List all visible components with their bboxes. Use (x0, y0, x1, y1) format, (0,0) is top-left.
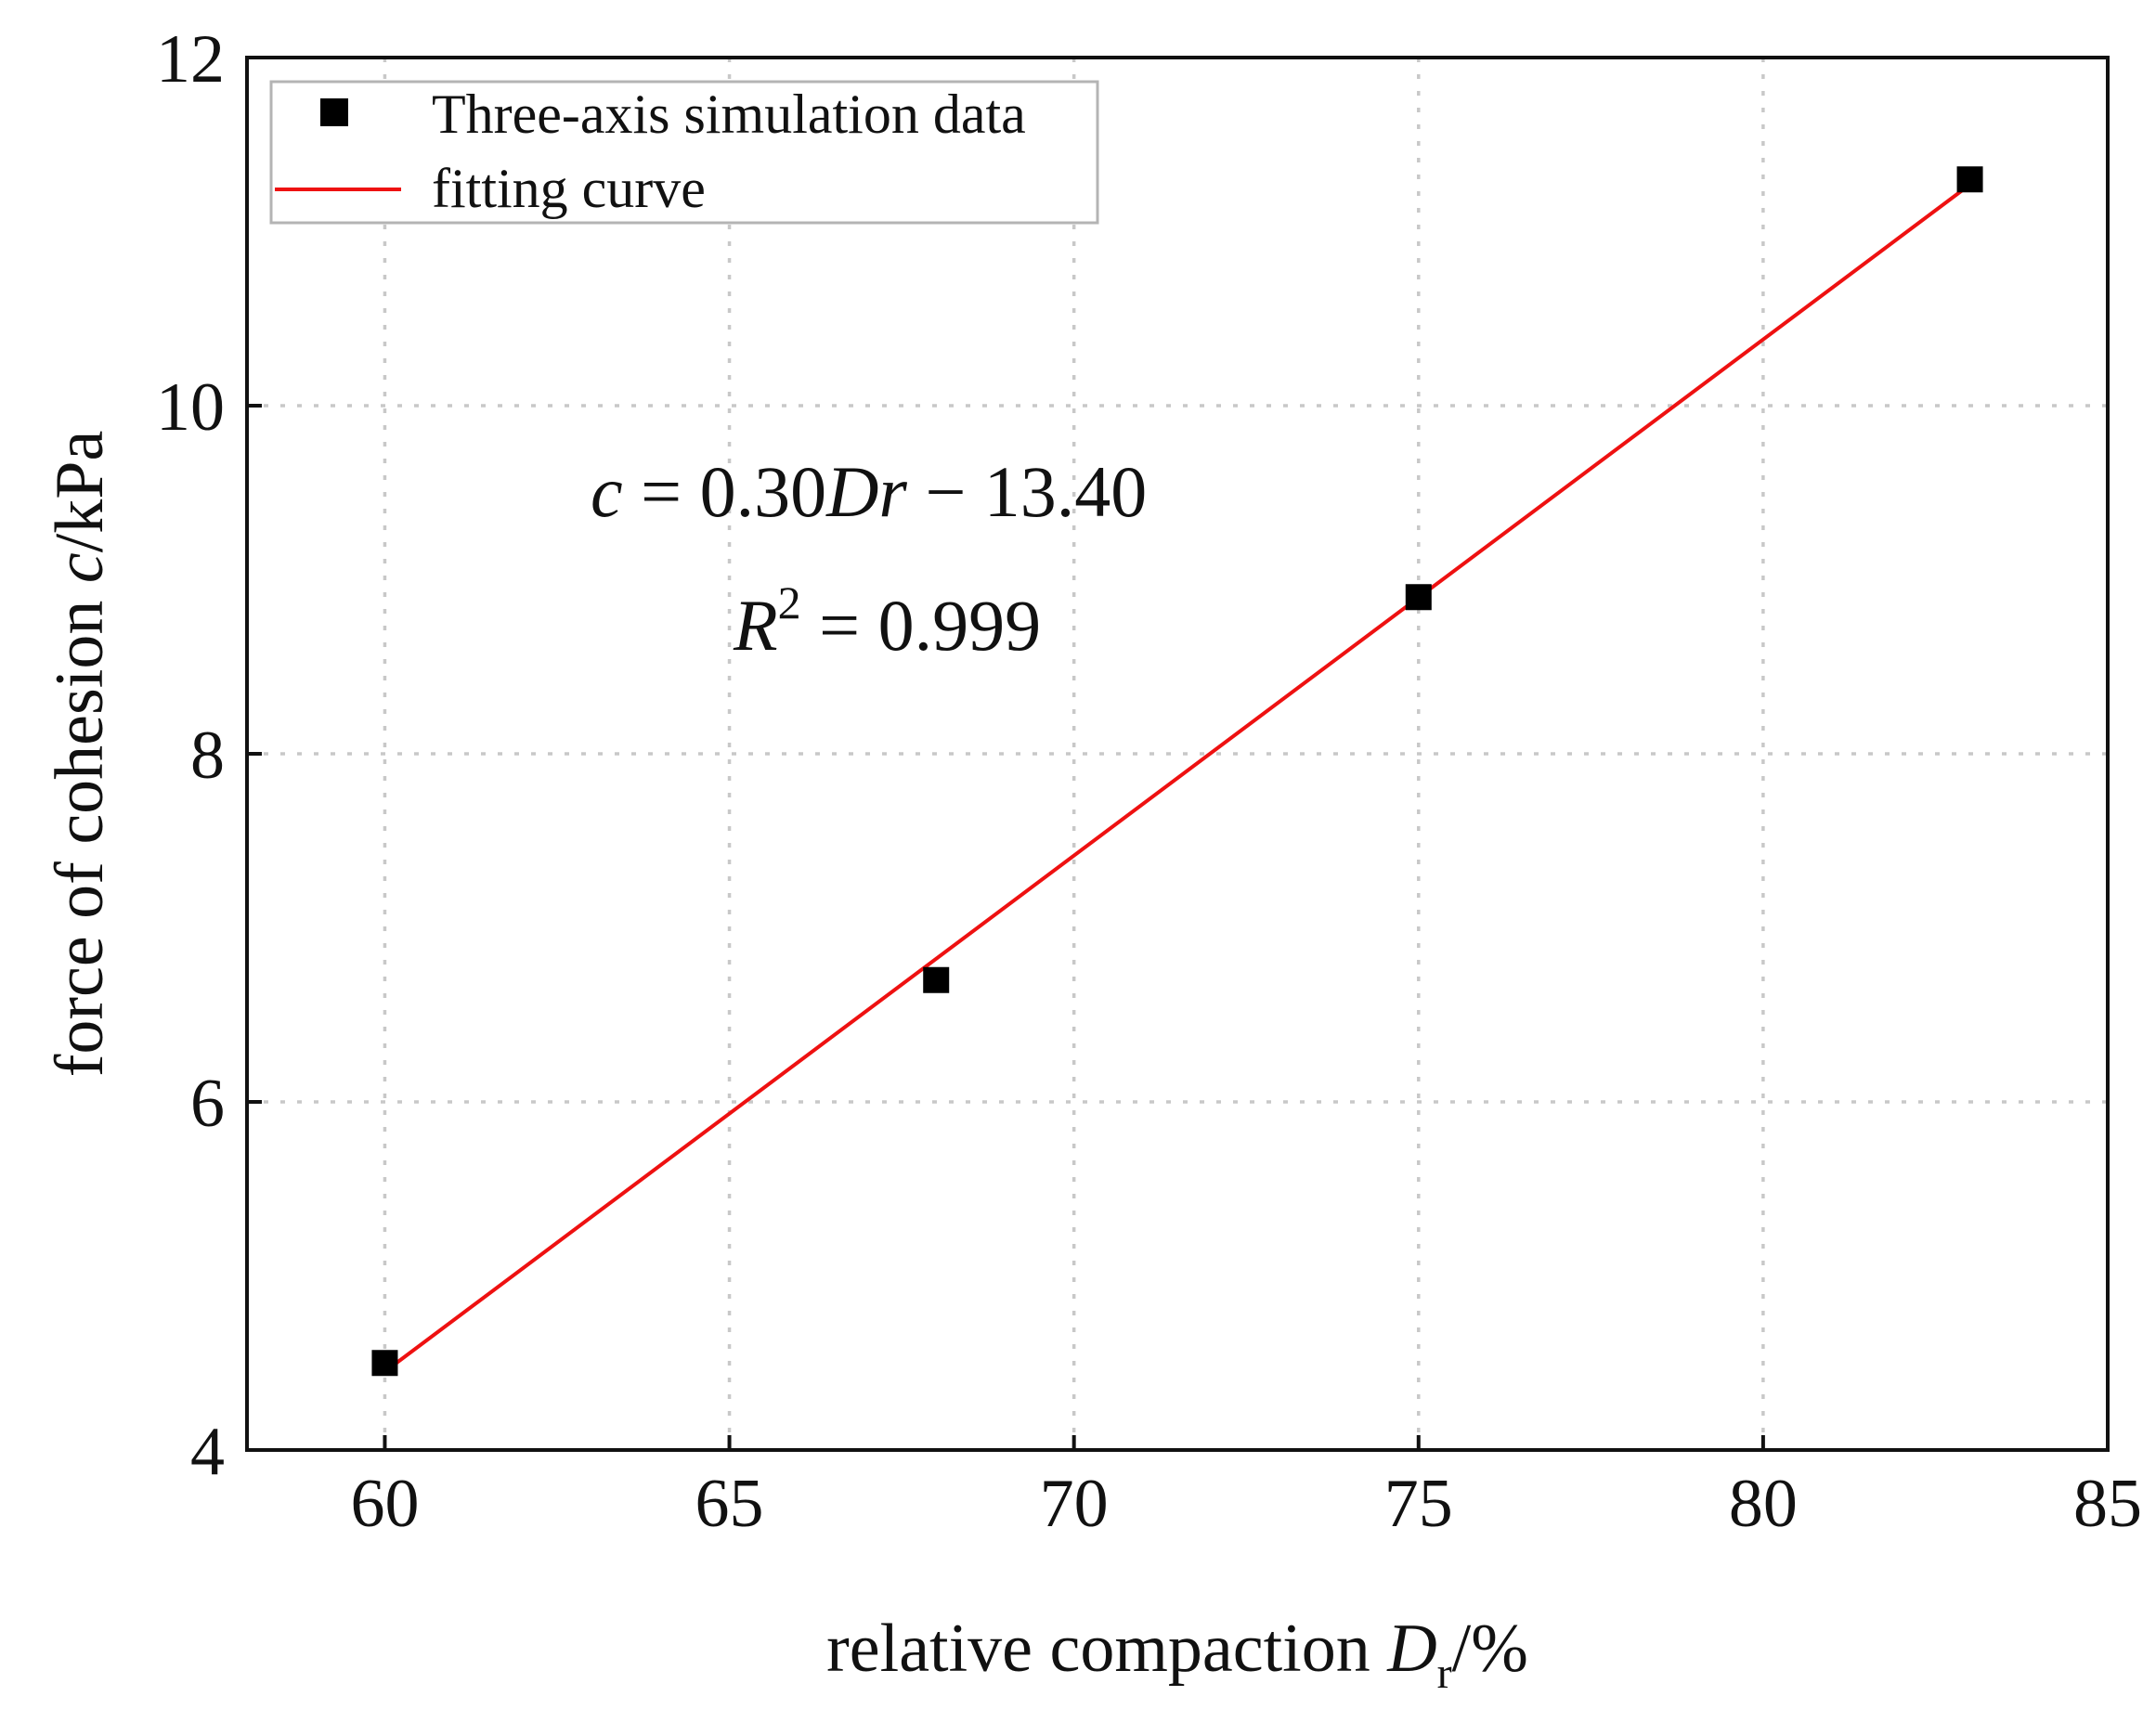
data-point-marker (371, 1350, 398, 1377)
x-tick-label: 60 (350, 1466, 419, 1542)
y-axis-label-suffix: /kPa (42, 431, 118, 553)
r-squared: R2 = 0.999 (733, 576, 1041, 666)
fit-equation: c = 0.30Dr − 13.40 (591, 451, 1147, 532)
data-point-marker (923, 966, 950, 993)
x-axis-label-variable: D (1386, 1611, 1436, 1687)
x-tick-label: 85 (2073, 1466, 2142, 1542)
equation-tail: − 13.40 (907, 451, 1148, 532)
x-tick-label: 75 (1384, 1466, 1453, 1542)
legend-box (269, 80, 1099, 225)
equation-variable-c: c (591, 451, 623, 532)
data-point-marker (1405, 584, 1432, 611)
equation-mid: = 0.30 (623, 451, 827, 532)
y-axis-label-prefix: force of cohesion (42, 583, 118, 1077)
fitting-curve-line (383, 183, 1971, 1374)
y-tick-label: 4 (190, 1414, 225, 1490)
x-tick-label: 65 (695, 1466, 764, 1542)
r-squared-superscript: 2 (778, 576, 801, 628)
x-axis-label-subscript: r (1437, 1649, 1452, 1698)
y-tick-label: 12 (156, 21, 225, 97)
legend-entry-fitting-curve: fitting curve (432, 158, 706, 219)
y-tick-label: 6 (190, 1066, 225, 1142)
legend: Three-axis simulation data fitting curve (269, 80, 1099, 225)
x-tick-label: 70 (1040, 1466, 1109, 1542)
y-tick-label: 10 (156, 369, 225, 446)
equation-variable-dr: Dr (825, 451, 907, 532)
x-axis-ticks: 60 65 70 75 80 85 (350, 1435, 2142, 1542)
legend-marker-square-icon (320, 98, 348, 126)
y-tick-label: 8 (190, 718, 225, 794)
x-axis-label: relative compaction Dr/% (826, 1611, 1528, 1698)
y-axis-label-variable: c (42, 552, 118, 583)
x-tick-label: 80 (1729, 1466, 1798, 1542)
r-squared-value: = 0.999 (801, 585, 1042, 666)
r-squared-variable: R (733, 585, 778, 666)
y-axis-label: force of cohesion c/kPa (42, 431, 118, 1078)
y-axis-ticks: 4 6 8 10 12 (156, 21, 262, 1490)
data-point-marker (1956, 166, 1983, 193)
x-axis-label-prefix: relative compaction (826, 1611, 1387, 1687)
scatter-markers (371, 166, 1983, 1377)
legend-entry-simulation-data: Three-axis simulation data (432, 84, 1026, 145)
x-axis-label-suffix: /% (1452, 1611, 1528, 1687)
